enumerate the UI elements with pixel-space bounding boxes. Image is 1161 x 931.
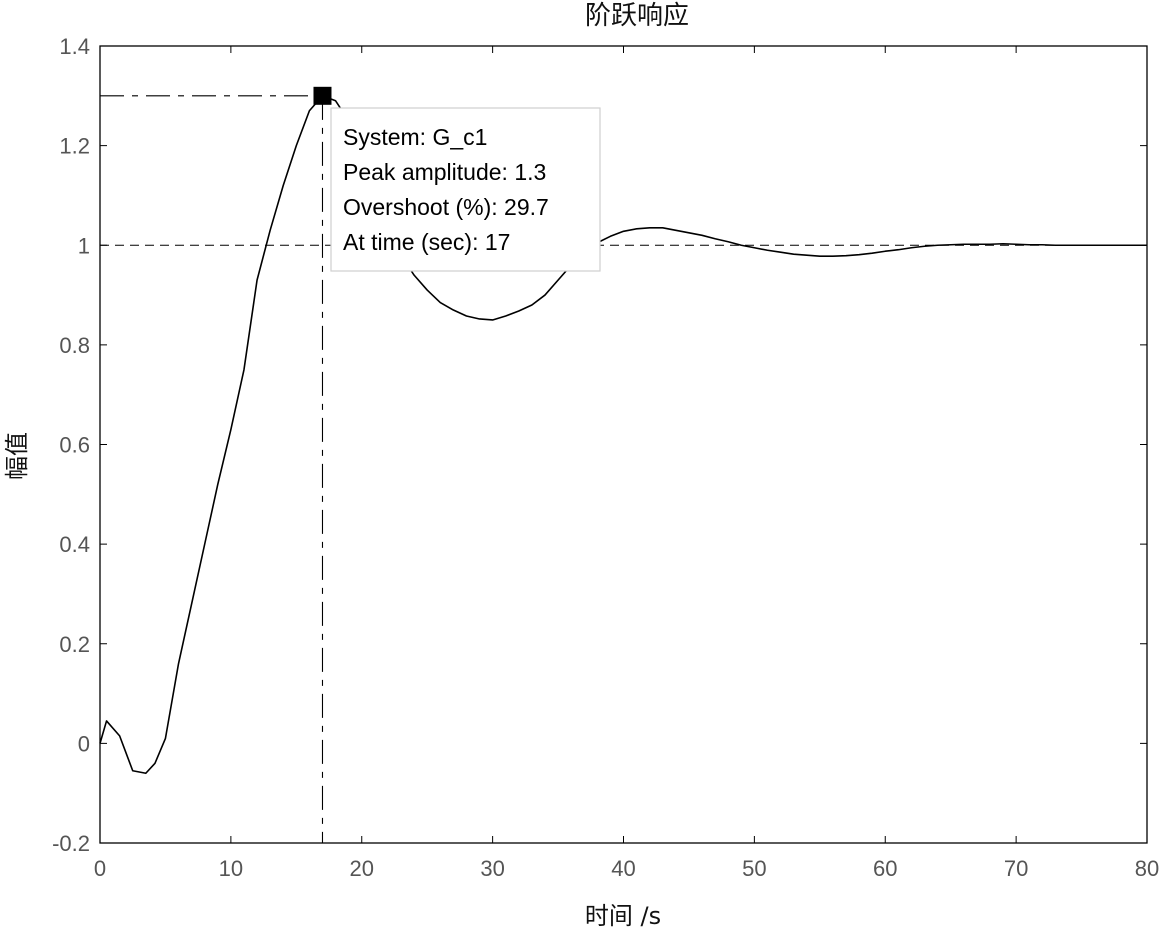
x-tick-label: 40 [611,856,635,881]
plot-frame [99,45,1148,844]
peak-marker[interactable] [313,86,332,105]
x-axis-label: 时间 /s [585,902,661,930]
y-tick-label: -0.2 [52,831,90,856]
x-tick-label: 50 [742,856,766,881]
y-tick-label: 1.4 [59,34,90,59]
axis-ticks: 0 10 20 30 40 50 60 70 80-0.200.20.40.60.811.21.… [52,34,1159,881]
data-tip-system: System: G_c1 [343,124,487,150]
chart-title: 阶跃响应 [585,1,689,31]
y-tick-label: 0.6 [59,433,90,458]
x-tick-label: 0 [94,856,106,881]
x-tick-label: 80 [1135,856,1159,881]
y-tick-label: 0.2 [59,632,90,657]
data-tip-box [330,107,601,272]
x-tick-label: 60 [873,856,897,881]
x-tick-label: 20 [350,856,374,881]
y-tick-label: 1 [78,233,90,258]
y-axis-label: 幅值 [3,432,31,480]
x-tick-label: 30 [480,856,504,881]
data-tip-peak-amplitude: Peak amplitude: 1.3 [343,159,546,185]
y-tick-label: 0 [78,731,90,756]
y-tick-label: 1.2 [59,134,90,159]
y-tick-label: 0.4 [59,532,90,557]
series-line-step-response [99,95,1147,775]
x-tick-label: 70 [1004,856,1028,881]
data-tip-overshoot: Overshoot (%): 29.7 [343,194,549,220]
guide-lines [100,95,1147,843]
x-tick-label: 10 [219,856,243,881]
y-tick-label: 0.8 [59,333,90,358]
data-tip-time: At time (sec): 17 [343,229,510,255]
peak-data-tip[interactable]: System: G_c1 Peak amplitude: 1.3 Oversho… [330,107,601,272]
